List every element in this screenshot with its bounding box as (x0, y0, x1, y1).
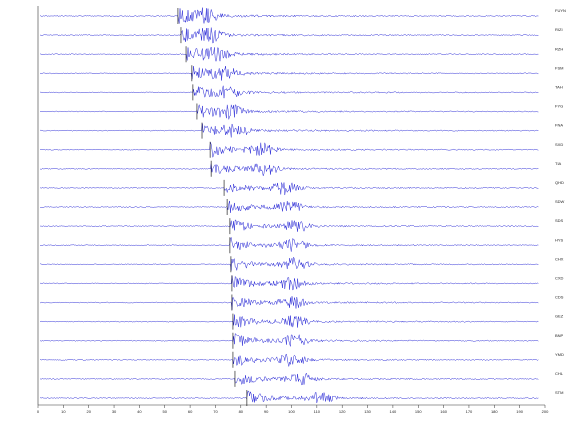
station-label: CXD (555, 275, 564, 280)
waveform (39, 85, 539, 99)
waveform (39, 353, 539, 367)
waveform (39, 236, 539, 252)
station-label: FYG (555, 104, 563, 109)
waveform (39, 27, 539, 44)
station-label: RIZI (555, 27, 563, 32)
x-tick-label: 150 (415, 409, 422, 414)
x-tick-label: 50 (163, 409, 168, 414)
x-tick-label: 130 (364, 409, 371, 414)
x-tick-label: 170 (466, 409, 473, 414)
waveform (39, 182, 539, 196)
x-tick-label: 10 (61, 409, 66, 414)
station-label: SDW (555, 199, 565, 204)
waveform (39, 123, 539, 138)
station-label: FNA (555, 123, 563, 128)
x-tick-label: 60 (188, 409, 193, 414)
waveform (39, 200, 539, 213)
x-tick-label: 120 (339, 409, 346, 414)
station-label: YMD (555, 352, 564, 357)
waveform (39, 256, 539, 271)
waveform (39, 372, 539, 386)
x-tick-label: 80 (239, 409, 244, 414)
station-label: FSM (555, 65, 563, 70)
station-label: CHL (555, 371, 564, 376)
x-tick-label: 200 (542, 409, 549, 414)
station-label: GEZ (555, 314, 564, 319)
station-label: SDS (555, 218, 564, 223)
station-label: FUYN (555, 8, 566, 13)
x-tick-label: 140 (390, 409, 397, 414)
waveform (39, 46, 539, 62)
waveform (39, 332, 539, 347)
x-tick-label: 0 (37, 409, 40, 414)
x-tick-label: 180 (491, 409, 498, 414)
station-label: STM (555, 390, 563, 395)
waveform (39, 219, 539, 232)
x-tick-label: 100 (288, 409, 295, 414)
x-tick-label: 110 (314, 409, 321, 414)
waveform (39, 390, 539, 404)
x-tick-label: 190 (516, 409, 523, 414)
x-tick-label: 40 (137, 409, 142, 414)
station-label: RZH (555, 46, 563, 51)
station-label: TAH (555, 84, 563, 89)
x-tick-label: 90 (264, 409, 269, 414)
station-label: CHX (555, 256, 564, 261)
waveform (39, 142, 539, 159)
x-tick-label: 160 (440, 409, 447, 414)
station-label: QHD (555, 180, 564, 185)
waveform (39, 163, 539, 177)
station-label: SXD (555, 142, 563, 147)
waveform (39, 296, 539, 310)
waveform (39, 7, 539, 24)
waveform (39, 104, 539, 120)
waveform (39, 314, 539, 328)
x-tick-label: 30 (112, 409, 117, 414)
x-tick-label: 20 (86, 409, 91, 414)
station-label: BNP (555, 333, 564, 338)
station-label: CDS (555, 295, 564, 300)
x-tick-label: 70 (213, 409, 218, 414)
station-label: TIA (555, 161, 562, 166)
waveform (39, 275, 539, 291)
station-label: HYS (555, 237, 564, 242)
waveform (39, 65, 539, 81)
